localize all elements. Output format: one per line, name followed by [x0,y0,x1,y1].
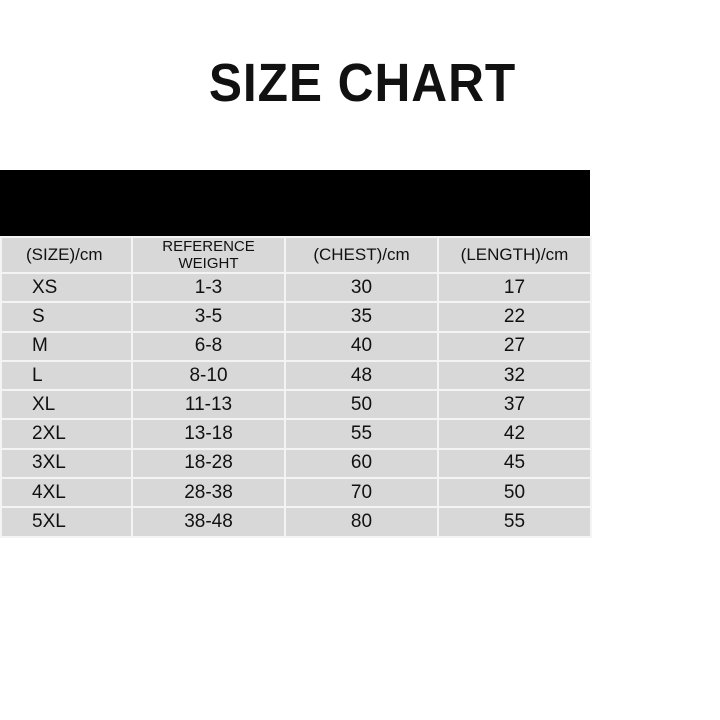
header-chest: (CHEST)/cm [284,236,439,274]
cell-weight: 8-10 [131,359,286,392]
header-length: (LENGTH)/cm [437,236,592,274]
cell-weight: 28-38 [131,477,286,509]
header-band [0,170,590,236]
cell-chest: 80 [284,506,439,538]
cell-size: 3XL [0,447,133,480]
cell-length: 32 [437,359,592,392]
table-row: XS 1-3 30 17 [0,271,592,304]
cell-size: XS [0,271,133,304]
cell-size: S [0,301,133,333]
cell-weight: 11-13 [131,389,286,421]
cell-weight: 18-28 [131,447,286,480]
cell-chest: 55 [284,418,439,450]
cell-weight: 6-8 [131,330,286,362]
table-row: 3XL 18-28 60 45 [0,447,592,480]
cell-length: 22 [437,301,592,333]
table-row: L 8-10 48 32 [0,359,592,392]
cell-length: 45 [437,447,592,480]
cell-weight: 13-18 [131,418,286,450]
page-title: SIZE CHART [208,53,517,113]
cell-length: 37 [437,389,592,421]
size-table: (SIZE)/cm REFERENCE WEIGHT (CHEST)/cm (LENG… [0,236,592,538]
cell-chest: 30 [284,271,439,304]
cell-weight: 38-48 [131,506,286,538]
cell-size: 4XL [0,477,133,509]
cell-chest: 60 [284,447,439,480]
cell-size: XL [0,389,133,421]
cell-size: L [0,359,133,392]
cell-length: 55 [437,506,592,538]
cell-length: 42 [437,418,592,450]
cell-chest: 48 [284,359,439,392]
table-row: 2XL 13-18 55 42 [0,418,592,450]
table-row: XL 11-13 50 37 [0,389,592,421]
header-size: (SIZE)/cm [0,236,133,274]
header-weight: REFERENCE WEIGHT [131,236,286,274]
cell-size: 5XL [0,506,133,538]
table-row: S 3-5 35 22 [0,301,592,333]
header-row: (SIZE)/cm REFERENCE WEIGHT (CHEST)/cm (LENG… [0,236,592,274]
table-row: M 6-8 40 27 [0,330,592,362]
cell-weight: 3-5 [131,301,286,333]
cell-length: 17 [437,271,592,304]
cell-chest: 35 [284,301,439,333]
table-row: 5XL 38-48 80 55 [0,506,592,538]
table-row: 4XL 28-38 70 50 [0,477,592,509]
cell-length: 50 [437,477,592,509]
cell-length: 27 [437,330,592,362]
cell-weight: 1-3 [131,271,286,304]
cell-size: M [0,330,133,362]
cell-size: 2XL [0,418,133,450]
cell-chest: 40 [284,330,439,362]
cell-chest: 70 [284,477,439,509]
cell-chest: 50 [284,389,439,421]
